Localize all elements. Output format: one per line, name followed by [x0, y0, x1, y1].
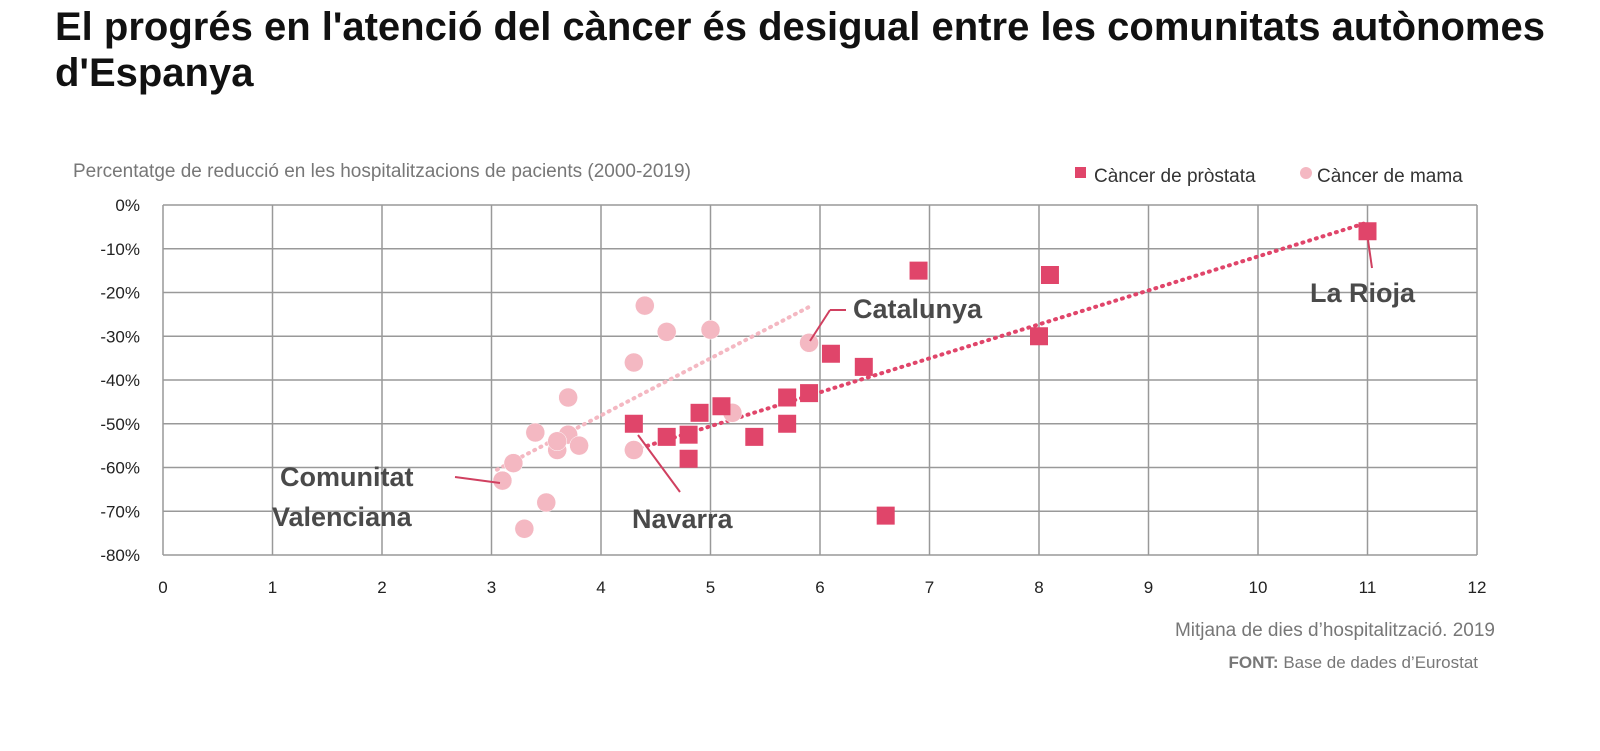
data-point-breast	[656, 322, 677, 342]
data-point-breast	[503, 453, 524, 473]
x-tick-label: 0	[158, 578, 167, 597]
data-point-breast	[624, 352, 644, 373]
source-label: FONT:	[1229, 653, 1279, 672]
data-point-breast	[525, 422, 546, 443]
data-point-prostate	[1030, 327, 1048, 346]
data-point-prostate	[778, 388, 797, 407]
y-tick-label: -40%	[100, 371, 140, 390]
y-tick-label: -70%	[100, 502, 140, 521]
data-point-breast	[569, 435, 589, 456]
x-tick-label: 10	[1249, 578, 1268, 597]
legend-marker-prostate	[1075, 167, 1086, 178]
data-point-breast	[536, 492, 556, 513]
y-tick-label: 0%	[115, 196, 140, 215]
data-point-prostate	[657, 427, 676, 446]
y-tick-label: -20%	[100, 284, 140, 303]
legend-label-prostate: Càncer de pròstata	[1094, 166, 1256, 187]
data-point-prostate	[1358, 222, 1377, 241]
data-point-breast	[558, 387, 578, 408]
annotation-valenciana: Valenciana	[272, 502, 413, 532]
legend-marker-breast	[1300, 167, 1312, 179]
annotation-comunitat: Comunitat	[280, 462, 413, 492]
y-tick-label: -30%	[100, 327, 140, 346]
data-point-breast	[624, 440, 644, 460]
data-point-prostate	[876, 506, 895, 525]
x-tick-label: 6	[815, 578, 824, 597]
y-tick-label: -80%	[100, 546, 140, 565]
x-tick-label: 12	[1468, 578, 1487, 597]
annotation-la-rioja: La Rioja	[1310, 278, 1416, 308]
chart-title: El progrés en l'atenció del càncer és de…	[55, 5, 1545, 95]
legend: Càncer de pròstata Càncer de mama	[1075, 166, 1463, 187]
data-point-breast	[799, 333, 819, 353]
data-point-breast	[700, 319, 721, 340]
data-point-prostate	[679, 425, 698, 444]
source-note: FONT: Base de dades d’Eurostat	[1229, 653, 1479, 672]
data-point-prostate	[778, 414, 797, 433]
legend-label-breast: Càncer de mama	[1317, 166, 1463, 187]
data-point-prostate	[690, 403, 709, 422]
x-tick-label: 8	[1034, 578, 1043, 597]
x-tick-label: 1	[268, 578, 277, 597]
trendline-prostate	[631, 220, 1370, 452]
data-point-prostate	[854, 357, 873, 376]
y-tick-label: -60%	[100, 459, 140, 478]
data-point-prostate	[712, 397, 731, 416]
data-point-prostate	[745, 427, 764, 446]
y-tick-label: -50%	[100, 415, 140, 434]
annotation-catalunya: Catalunya	[853, 294, 983, 324]
chart-subtitle: Percentatge de reducció en les hospitali…	[73, 161, 691, 182]
data-point-prostate	[679, 449, 698, 468]
x-axis-label: Mitjana de dies d’hospitalització. 2019	[1175, 620, 1495, 641]
x-tick-label: 2	[377, 578, 386, 597]
data-point-breast	[635, 295, 655, 316]
annotation-navarra: Navarra	[632, 504, 734, 534]
data-point-prostate	[800, 384, 819, 403]
data-point-prostate	[909, 261, 928, 280]
data-point-breast	[547, 431, 567, 451]
x-tick-label: 5	[706, 578, 715, 597]
x-tick-label: 9	[1144, 578, 1153, 597]
x-tick-label: 4	[596, 578, 605, 597]
data-point-breast	[492, 470, 513, 491]
data-point-breast	[514, 519, 535, 539]
data-point-prostate	[821, 344, 840, 363]
y-tick-label: -10%	[100, 240, 140, 259]
source-text: Base de dades d’Eurostat	[1283, 653, 1478, 672]
x-tick-label: 3	[487, 578, 496, 597]
x-tick-label: 11	[1359, 578, 1377, 597]
x-tick-label: 7	[925, 578, 934, 597]
annotations: Catalunya La Rioja Comunitat Valenciana …	[272, 239, 1416, 534]
data-point-prostate	[624, 414, 643, 433]
data-point-prostate	[1040, 266, 1059, 284]
